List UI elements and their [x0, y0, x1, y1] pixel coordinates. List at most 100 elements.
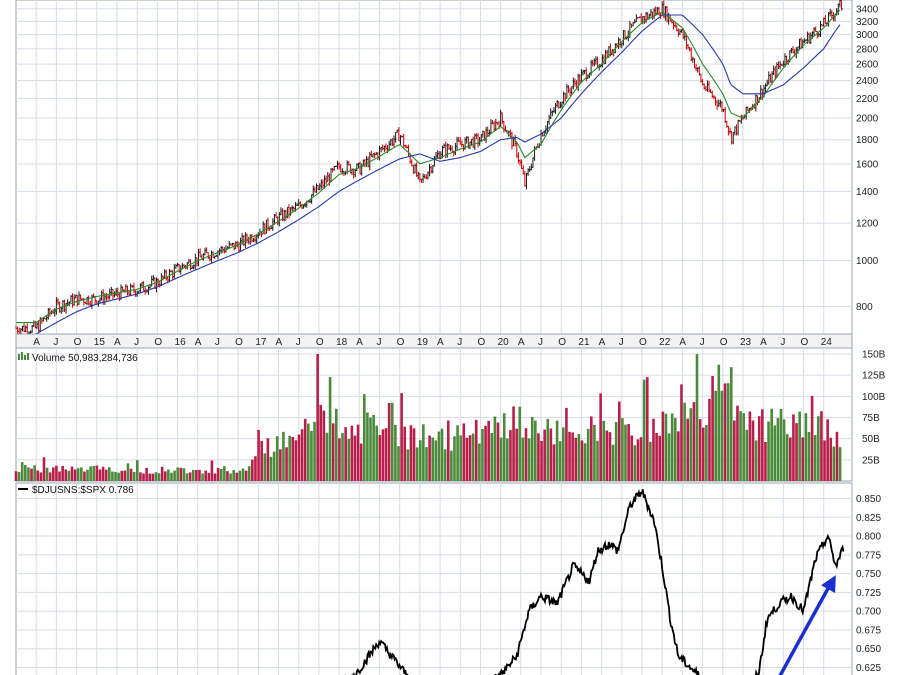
volume-bar	[459, 435, 462, 481]
volume-bar	[574, 437, 578, 481]
volume-bar	[422, 424, 425, 481]
ratio-series-line	[344, 488, 845, 675]
volume-bar	[111, 471, 114, 481]
volume-bar	[188, 472, 192, 481]
volume-bar	[434, 440, 438, 481]
ratio-y-tick: 0.700	[856, 607, 881, 618]
volume-bar	[412, 428, 416, 481]
volume-bar	[17, 472, 21, 481]
volume-bar	[437, 431, 441, 481]
price-x-tick: A	[437, 337, 444, 348]
volume-bar	[689, 408, 693, 481]
volume-bar	[701, 427, 705, 481]
volume-bar	[757, 416, 761, 481]
volume-bar	[83, 471, 86, 481]
volume-bar	[729, 367, 733, 481]
volume-bar	[400, 393, 403, 481]
price-x-tick: O	[74, 337, 82, 348]
price-x-tick: 17	[255, 337, 267, 348]
ratio-y-tick: 0.625	[856, 663, 881, 674]
price-x-tick: O	[397, 337, 405, 348]
volume-bar	[726, 383, 730, 481]
volume-bar	[14, 471, 18, 481]
volume-bar	[717, 364, 721, 481]
volume-bar	[664, 413, 668, 481]
price-panel-background	[15, 0, 853, 335]
volume-bar	[390, 402, 394, 481]
volume-bar	[310, 430, 313, 481]
volume-bar	[341, 432, 344, 481]
price-x-tick: J	[134, 337, 139, 348]
volume-bar	[633, 445, 637, 481]
ratio-y-axis: 0.625 0.650 0.675 0.700 0.725 0.750 0.775 0.800…	[856, 494, 881, 674]
volume-bar	[789, 437, 792, 481]
volume-bar	[655, 432, 658, 481]
volume-bar	[829, 437, 833, 481]
volume-bar	[142, 473, 145, 481]
price-x-tick: J	[780, 337, 785, 348]
ratio-y-tick: 0.675	[856, 625, 881, 636]
volume-bar	[244, 470, 248, 481]
volume-y-axis: 25B 50B 75B 100B 125B 150B	[862, 350, 886, 467]
volume-bar	[530, 416, 534, 481]
volume-bar	[739, 411, 742, 481]
price-x-tick: J	[296, 337, 301, 348]
volume-bar	[359, 443, 363, 481]
volume-bar	[20, 462, 24, 481]
volume-bar	[425, 447, 428, 481]
volume-y-tick: 100B	[862, 392, 886, 403]
volume-bar	[52, 467, 55, 481]
volume-bar	[294, 440, 298, 481]
volume-bar	[372, 414, 375, 481]
volume-bar	[835, 431, 839, 481]
volume-bar	[316, 354, 319, 481]
volume-bar	[779, 408, 783, 481]
volume-bar	[344, 427, 347, 481]
volume-bar	[213, 473, 217, 481]
price-x-tick: O	[316, 337, 324, 348]
price-y-tick: 1200	[856, 219, 879, 230]
volume-bar	[549, 428, 553, 481]
price-grid	[16, 0, 852, 334]
volume-bar	[366, 412, 369, 481]
volume-bar	[179, 467, 183, 481]
volume-bar	[540, 441, 543, 481]
volume-bar	[450, 450, 453, 481]
volume-bar	[502, 413, 506, 481]
volume-bar	[801, 437, 805, 481]
volume-bar	[114, 471, 117, 481]
volume-bar	[148, 473, 152, 481]
volume-bar	[288, 435, 291, 481]
volume-bar	[418, 440, 422, 481]
volume-bar	[649, 441, 652, 481]
volume-bar	[614, 422, 618, 481]
volume-bar	[61, 465, 64, 481]
volume-bar	[204, 470, 207, 481]
volume-bar	[742, 413, 745, 481]
volume-bar	[297, 434, 301, 481]
volume-bar	[251, 459, 254, 481]
volume-bar	[129, 468, 133, 481]
volume-bar	[534, 420, 537, 481]
volume-bar	[406, 449, 410, 481]
volume-bar	[692, 402, 696, 481]
volume-bar	[397, 446, 400, 481]
volume-bar	[95, 465, 99, 481]
volume-bar	[770, 408, 773, 481]
volume-bar	[723, 383, 727, 481]
volume-bar	[543, 429, 546, 481]
volume-y-tick: 125B	[862, 371, 886, 382]
volume-bar	[191, 469, 195, 481]
price-panel: 800 1000 1200 1400 1600 1800 2000 2200 2400 2600 2…	[15, 0, 879, 349]
volume-bar	[210, 460, 214, 481]
volume-bar	[670, 413, 674, 481]
volume-bar	[499, 437, 503, 481]
volume-bar	[64, 469, 68, 481]
volume-panel: 25B 50B 75B 100B 125B 150B Volume 50,983,284,…	[14, 347, 886, 482]
volume-legend: Volume 50,983,284,736	[18, 352, 138, 364]
ratio-y-tick: 0.750	[856, 569, 881, 580]
volume-bar	[266, 438, 270, 481]
volume-bar	[173, 470, 176, 481]
volume-bar	[226, 471, 229, 481]
